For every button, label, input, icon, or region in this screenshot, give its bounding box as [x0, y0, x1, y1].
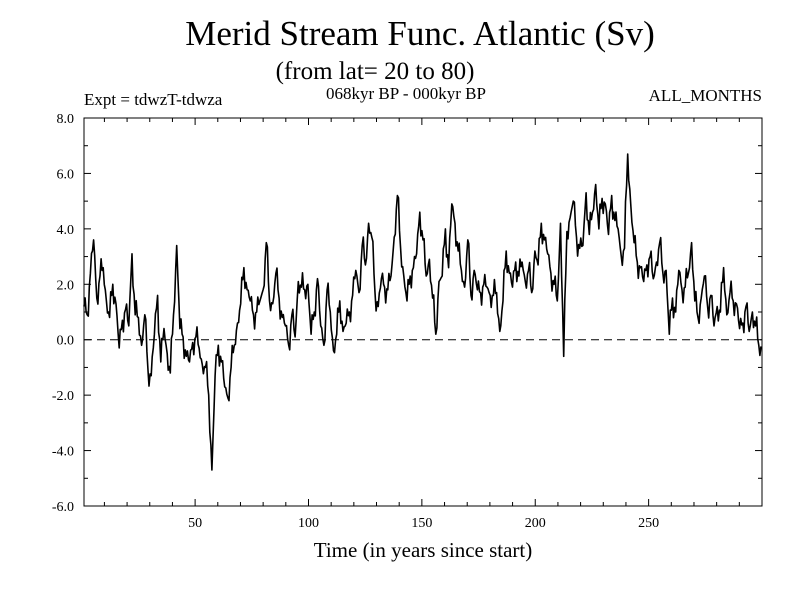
x-tick-label: 200	[525, 516, 546, 531]
period-annotation: 068kyr BP - 000kyr BP	[326, 84, 486, 103]
x-tick-label: 150	[411, 516, 432, 531]
y-tick-label: 2.0	[57, 278, 75, 293]
y-tick-label: 4.0	[57, 223, 75, 238]
months-annotation: ALL_MONTHS	[648, 86, 762, 105]
x-tick-label: 50	[188, 516, 202, 531]
experiment-annotation: Expt = tdwzT-tdwza	[84, 90, 223, 109]
y-tick-label: 0.0	[57, 334, 75, 349]
x-axis-label: Time (in years since start)	[313, 538, 533, 562]
series-line	[83, 153, 763, 471]
ticks-group: -6.0 -4.0 -2.0 0.0 2.0 4.0 6.0 8.0 50 100 150 200 25…	[52, 112, 762, 531]
series-group	[83, 153, 763, 471]
chart-title: Merid Stream Func. Atlantic (Sv)	[185, 14, 655, 53]
x-tick-label: 100	[298, 516, 319, 531]
y-tick-label: -6.0	[52, 500, 74, 515]
y-tick-label: 6.0	[57, 167, 75, 182]
chart-subtitle: (from lat= 20 to 80)	[275, 58, 475, 85]
y-tick-label: -2.0	[52, 389, 74, 404]
plot-frame	[83, 117, 763, 507]
y-tick-label: 8.0	[57, 112, 75, 127]
x-tick-label: 250	[638, 516, 659, 531]
y-tick-label: -4.0	[52, 445, 74, 460]
